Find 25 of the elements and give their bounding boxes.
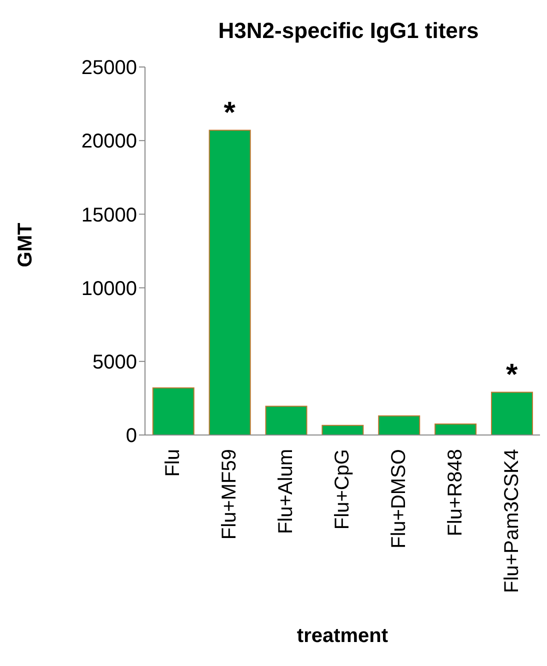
y-tick-label: 20000 <box>81 130 137 153</box>
y-tick-label: 25000 <box>81 57 137 80</box>
chart-title: H3N2-specific IgG1 titers <box>217 18 480 44</box>
y-tick-label: 10000 <box>81 278 137 300</box>
bar <box>265 406 308 435</box>
x-tick-label: Flu <box>162 449 184 477</box>
y-tick-label: 5000 <box>92 352 137 374</box>
annotation: * <box>506 358 518 392</box>
bar <box>322 424 364 435</box>
y-tick-label: 15000 <box>81 204 137 226</box>
bar <box>208 130 251 435</box>
x-tick-label: Flu+Alum <box>275 449 298 534</box>
bar <box>378 415 420 435</box>
annotation: * <box>224 96 236 130</box>
bar <box>152 387 194 435</box>
x-tick-label: Flu+CpG <box>332 449 354 530</box>
bar <box>490 392 533 435</box>
x-tick-label: Flu+R848 <box>444 449 466 536</box>
x-tick-label: Flu+DMSO <box>388 449 410 548</box>
bar <box>434 423 477 435</box>
x-axis-title: treatment <box>296 625 390 648</box>
y-axis-title: GMT <box>14 222 38 268</box>
y-tick-label: 0 <box>126 425 137 448</box>
x-tick-label: Flu+Pam3CSK4 <box>500 449 523 593</box>
x-tick-label: Flu+MF59 <box>218 449 241 540</box>
